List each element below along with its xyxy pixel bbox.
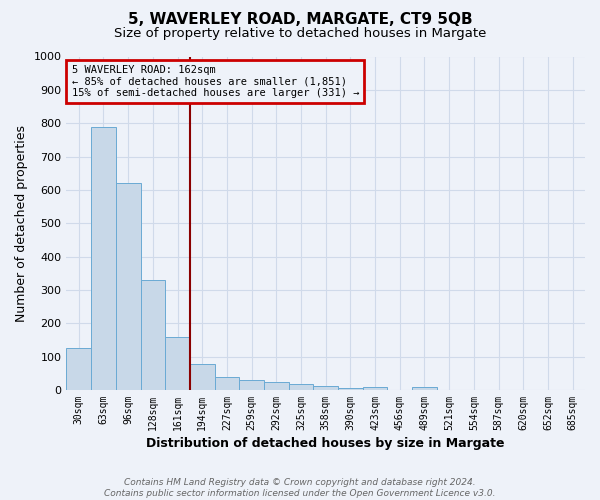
Bar <box>363 386 388 390</box>
Bar <box>140 280 165 390</box>
Bar <box>165 336 190 390</box>
Bar <box>289 384 313 390</box>
Bar <box>338 388 363 390</box>
X-axis label: Distribution of detached houses by size in Margate: Distribution of detached houses by size … <box>146 437 505 450</box>
Bar <box>313 386 338 390</box>
Y-axis label: Number of detached properties: Number of detached properties <box>15 124 28 322</box>
Bar <box>264 382 289 390</box>
Text: 5 WAVERLEY ROAD: 162sqm
← 85% of detached houses are smaller (1,851)
15% of semi: 5 WAVERLEY ROAD: 162sqm ← 85% of detache… <box>71 65 359 98</box>
Bar <box>412 386 437 390</box>
Bar <box>116 183 140 390</box>
Bar <box>67 348 91 390</box>
Bar <box>215 376 239 390</box>
Bar <box>190 364 215 390</box>
Text: 5, WAVERLEY ROAD, MARGATE, CT9 5QB: 5, WAVERLEY ROAD, MARGATE, CT9 5QB <box>128 12 472 28</box>
Text: Contains HM Land Registry data © Crown copyright and database right 2024.
Contai: Contains HM Land Registry data © Crown c… <box>104 478 496 498</box>
Bar <box>239 380 264 390</box>
Text: Size of property relative to detached houses in Margate: Size of property relative to detached ho… <box>114 28 486 40</box>
Bar <box>91 126 116 390</box>
